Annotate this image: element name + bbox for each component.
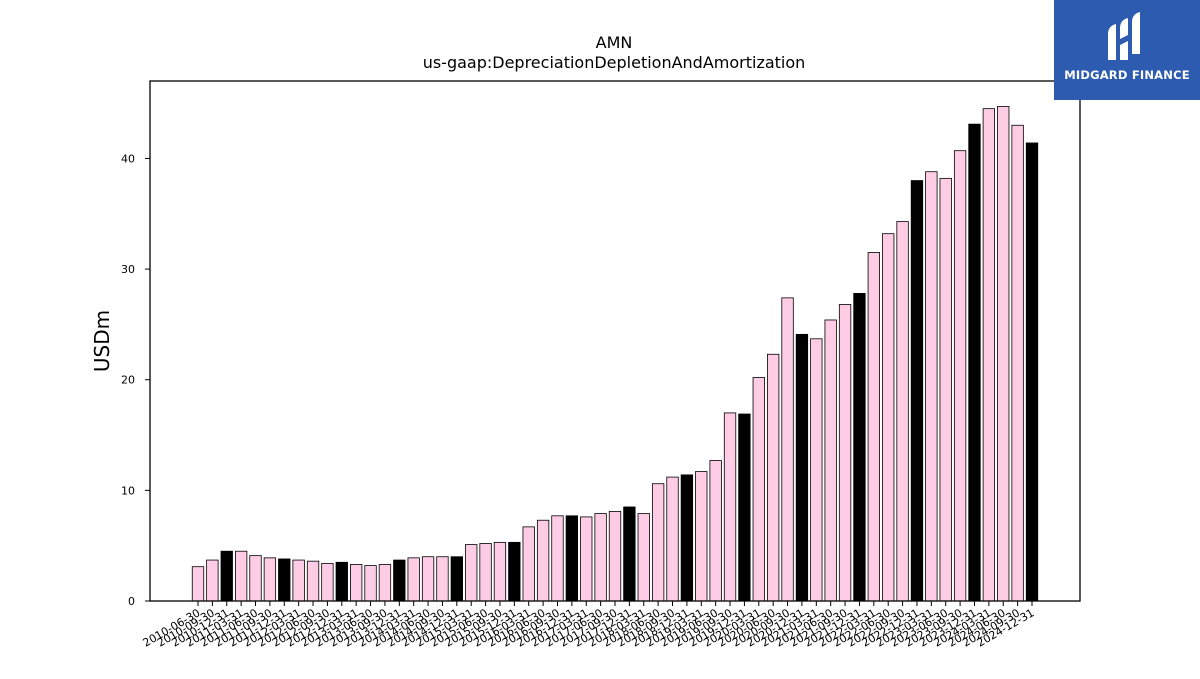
bar-2019-09-30 — [723, 412, 737, 602]
bar-2020-12-31 — [795, 333, 809, 602]
bar-2016-09-30 — [551, 515, 564, 602]
bar-2010-09-30 — [206, 559, 219, 602]
bar-2010-12-31 — [220, 550, 233, 602]
bar-2012-03-31 — [292, 559, 305, 602]
bar-2015-06-30 — [479, 543, 492, 602]
bar-2024-03-31 — [982, 108, 996, 602]
bar-2014-09-30 — [436, 556, 449, 602]
bar-2016-03-31 — [522, 526, 535, 602]
bar-2014-03-31 — [407, 557, 420, 602]
bar-2013-09-30 — [378, 564, 392, 602]
bar-2024-12-31 — [1025, 142, 1039, 602]
bar-2012-09-30 — [321, 562, 334, 602]
bar-2021-09-30 — [838, 304, 852, 602]
bar-2019-12-31 — [738, 413, 751, 602]
bar-2016-06-30 — [536, 519, 550, 602]
y-tick-label: 40 — [121, 152, 135, 165]
bar-2016-12-31 — [565, 515, 579, 602]
bar-2022-09-30 — [896, 221, 909, 602]
bar-2023-12-31 — [968, 123, 981, 602]
y-axis-ticks: 0 10 20 30 40 — [121, 152, 150, 608]
bar-2017-03-31 — [580, 516, 593, 602]
bar-2017-09-30 — [608, 510, 622, 602]
y-tick-label: 0 — [128, 595, 135, 608]
bar-2018-12-31 — [680, 474, 694, 602]
bar-2023-09-30 — [953, 150, 967, 602]
bar-2014-12-31 — [450, 556, 463, 602]
bar-2022-12-31 — [910, 180, 924, 602]
chart-title: AMN — [596, 33, 633, 52]
bar-2021-03-31 — [810, 338, 823, 602]
bar-2017-12-31 — [623, 506, 636, 602]
bar-2018-09-30 — [666, 476, 679, 602]
bars-group — [191, 106, 1039, 602]
bar-2020-03-31 — [752, 377, 765, 602]
bar-2024-09-30 — [1011, 124, 1024, 602]
bar-2013-12-31 — [393, 559, 406, 602]
bar-2014-06-30 — [421, 556, 435, 602]
midgard-logo-icon — [1108, 12, 1140, 60]
bar-2015-12-31 — [508, 541, 521, 602]
bar-2015-09-30 — [493, 541, 507, 602]
bar-2012-12-31 — [335, 561, 348, 602]
bar-2015-03-31 — [465, 544, 478, 602]
y-tick-label: 20 — [121, 374, 135, 387]
bar-2011-06-30 — [249, 555, 262, 602]
brand-logo: MIDGARD FINANCE — [1054, 0, 1200, 100]
y-axis-label: USDm — [90, 310, 114, 372]
plot-frame — [149, 80, 1081, 602]
bar-2019-03-31 — [695, 471, 708, 602]
brand-name: MIDGARD FINANCE — [1064, 68, 1190, 82]
bar-2012-06-30 — [306, 560, 320, 602]
bar-2023-03-31 — [925, 171, 938, 602]
bar-2019-06-30 — [709, 460, 722, 602]
bar-2017-06-30 — [594, 513, 607, 602]
bar-2011-03-31 — [234, 550, 248, 602]
bar-2013-06-30 — [364, 565, 377, 602]
chart-subtitle: us-gaap:DepreciationDepletionAndAmortiza… — [423, 53, 806, 72]
y-tick-label: 10 — [121, 484, 135, 497]
bar-2011-09-30 — [263, 557, 277, 602]
bar-2013-03-31 — [350, 564, 363, 602]
bar-2011-12-31 — [278, 558, 291, 602]
bar-2023-06-30 — [939, 177, 952, 602]
bar-2020-09-30 — [781, 297, 794, 602]
bar-2020-06-30 — [767, 353, 780, 602]
x-axis-ticks: 2010-06-302010-09-302010-12-312011-03-31… — [141, 601, 1037, 650]
bar-2022-03-31 — [867, 252, 880, 602]
bar-2021-12-31 — [853, 293, 866, 602]
bar-2018-03-31 — [637, 513, 650, 602]
y-tick-label: 30 — [121, 263, 135, 276]
bar-2021-06-30 — [824, 319, 837, 602]
bar-2018-06-30 — [651, 483, 665, 602]
bar-2024-06-30 — [997, 106, 1010, 602]
bar-2010-06-30 — [191, 566, 205, 602]
bar-2022-06-30 — [882, 233, 895, 602]
